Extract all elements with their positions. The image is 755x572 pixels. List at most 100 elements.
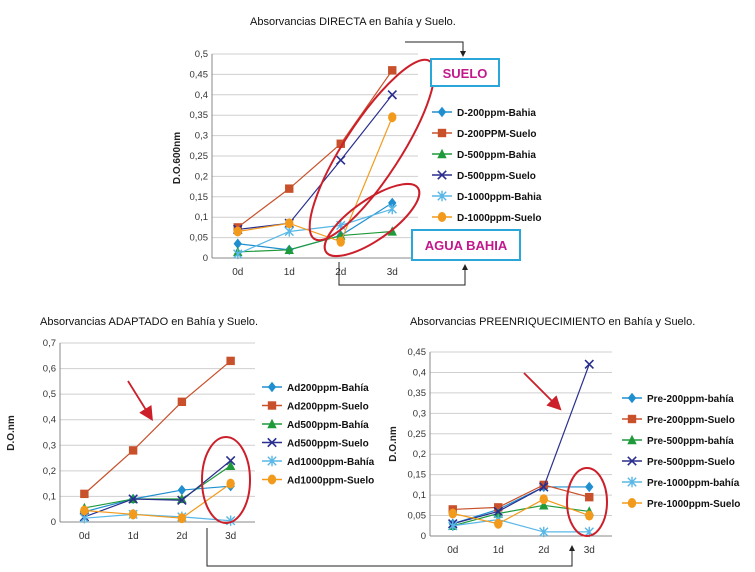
data-point [177, 493, 187, 504]
highlight-ellipse-bahia [323, 182, 421, 258]
legend-marker [627, 392, 637, 404]
data-point [226, 356, 235, 366]
data-point [128, 446, 138, 455]
legend-marker [627, 476, 637, 488]
connector-bottom [206, 528, 575, 567]
y-tick-label: 0,5 [43, 389, 56, 400]
legend-marker [437, 212, 447, 222]
data-point [80, 505, 89, 516]
data-point [448, 508, 457, 519]
y-tick-label: 0,45 [408, 347, 427, 358]
series-line [84, 485, 231, 513]
data-point [177, 484, 187, 496]
legend-marker [267, 418, 277, 429]
legend-marker [627, 456, 637, 466]
legend-marker [437, 148, 447, 159]
plot-area: 0 0,05 0,1 0,15 0,2 0,25 0,3 0,35 0,4 0,45 0d 1d 2d 3… [408, 347, 612, 556]
data-point [233, 226, 242, 237]
data-point [493, 506, 504, 517]
x-tick-label: 0d [232, 267, 243, 278]
data-point [233, 238, 242, 249]
chart-directa: Absorvancias DIRECTA en Bahía y Suelo. D… [172, 16, 542, 278]
y-tick-label: 0,3 [413, 408, 426, 419]
data-point [539, 494, 548, 505]
legend-marker [437, 106, 447, 118]
legend-label: Ad500ppm-Bahía [287, 420, 369, 431]
legend: D-200ppm-Bahia D-200PPM-Suelo D-500ppm-Bah… [432, 106, 542, 224]
legend-marker [267, 401, 277, 410]
y-tick-label: 0 [51, 517, 56, 528]
x-tick-label: 3d [225, 531, 236, 542]
y-tick-label: 0,25 [190, 151, 209, 162]
callout-box-agua-bahia [411, 229, 521, 261]
y-tick-label: 0 [203, 253, 208, 264]
series-line [84, 465, 231, 509]
data-point [336, 139, 345, 148]
data-point [585, 492, 594, 502]
data-point [225, 460, 236, 470]
connector-agua-bahia [338, 262, 468, 286]
legend: Pre-200ppm-bahía Pre-200ppm-Suelo Pre-500p… [622, 392, 740, 510]
data-point [539, 480, 548, 490]
data-point [285, 184, 294, 193]
legend-marker [437, 128, 447, 138]
legend-label: D-200ppm-Bahia [457, 108, 536, 119]
legend-label: Ad1000ppm-Bahía [287, 457, 375, 468]
highlight-ellipse-adaptado [201, 436, 251, 524]
y-tick-label: 0,2 [413, 449, 426, 460]
data-point [585, 481, 594, 493]
y-tick-label: 0,3 [195, 131, 208, 142]
series-line [237, 94, 393, 231]
legend-label: Ad200ppm-Bahía [287, 383, 369, 394]
x-tick-label: 1d [493, 545, 504, 556]
y-axis-label: D.O.600nm [172, 132, 183, 184]
legend-marker [627, 414, 637, 424]
y-tick-label: 0,1 [195, 212, 208, 223]
y-tick-label: 0,05 [408, 511, 427, 522]
y-tick-label: 0,2 [43, 466, 56, 477]
y-tick-label: 0,25 [408, 429, 427, 440]
plot-area: 0 0,05 0,1 0,15 0,2 0,25 0,3 0,35 0,4 0,45 0,5 0d 1d… [190, 49, 418, 278]
data-point [177, 495, 187, 506]
data-point [128, 509, 138, 520]
series-line [452, 364, 590, 525]
series-line [452, 486, 590, 525]
y-tick-label: 0,45 [190, 69, 209, 80]
y-tick-label: 0,6 [43, 364, 56, 375]
y-tick-label: 0,1 [43, 491, 56, 502]
legend-label: D-1000ppm-Suelo [457, 213, 541, 224]
data-point [285, 218, 294, 229]
y-tick-label: 0,05 [190, 233, 209, 244]
data-point [177, 513, 187, 524]
legend-marker [267, 437, 277, 448]
legend-marker [267, 474, 277, 485]
y-tick-label: 0,5 [195, 49, 208, 60]
x-tick-label: 3d [387, 267, 398, 278]
y-axis-label: D.O.nm [6, 415, 17, 451]
legend-marker [627, 434, 637, 445]
data-point [539, 500, 549, 510]
x-tick-label: 0d [447, 545, 458, 556]
legend: Ad200ppm-Bahía Ad200ppm-Suelo Ad500ppm-Bah… [262, 381, 375, 487]
x-tick-label: 0d [79, 531, 90, 542]
y-tick-label: 0,3 [43, 440, 56, 451]
callout-label-agua-bahia: AGUA BAHIA [425, 238, 508, 253]
data-point [388, 66, 397, 75]
data-point [539, 526, 549, 538]
y-tick-label: 0,4 [195, 90, 208, 101]
data-point [493, 508, 503, 518]
y-tick-label: 0,35 [408, 388, 427, 399]
legend-label: Pre-1000ppm-bahía [647, 478, 740, 489]
x-tick-label: 3d [584, 545, 595, 556]
legend-label: D-500ppm-Suelo [457, 171, 536, 182]
data-point [585, 510, 594, 521]
legend-label: D-500ppm-Bahia [457, 150, 536, 161]
legend-label: Ad200ppm-Suelo [287, 402, 369, 413]
series-line [237, 230, 393, 253]
data-point [177, 397, 187, 407]
data-point [494, 518, 503, 529]
series-line [84, 460, 232, 518]
callout-label-suelo: SUELO [443, 66, 488, 81]
series-line [452, 484, 590, 511]
